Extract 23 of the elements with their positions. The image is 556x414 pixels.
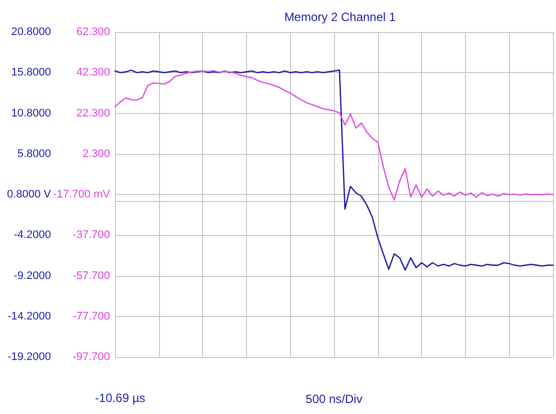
y-tick-label: 20.8000: [11, 26, 51, 38]
y-tick-label: 15.8000: [11, 66, 51, 79]
y2-tick-label: -57.700: [72, 270, 110, 282]
y-tick-label: 10.8000: [11, 107, 51, 120]
y2-tick-label: 2.300: [82, 148, 110, 160]
y2-tick-label: -97.700: [72, 351, 110, 363]
y-tick-label: 5.8000: [17, 148, 51, 160]
y2-tick-label: 42.300: [76, 66, 110, 79]
y-tick-label: -19.2000: [8, 351, 51, 363]
y-tick-label: -9.2000: [14, 270, 51, 282]
line-series: [114, 70, 554, 201]
y2-tick-label: -37.700: [72, 229, 110, 242]
x-axis-title: 500 ns/Div: [306, 392, 362, 406]
y-tick-label: -14.2000: [8, 310, 51, 322]
y-tick-label: -4.2000: [14, 229, 51, 242]
y2-tick-label: -17.700 mV: [53, 188, 111, 200]
text: -10.69 µs: [95, 391, 146, 405]
y2-tick-label: -77.700: [72, 310, 110, 322]
chart-title: Memory 2 Channel 1: [284, 10, 396, 24]
y2-tick-label: 62.300: [76, 26, 110, 38]
line-series: [114, 70, 554, 271]
y2-tick-label: 22.300: [76, 107, 110, 120]
y-tick-label: 0.8000 V: [6, 188, 52, 200]
